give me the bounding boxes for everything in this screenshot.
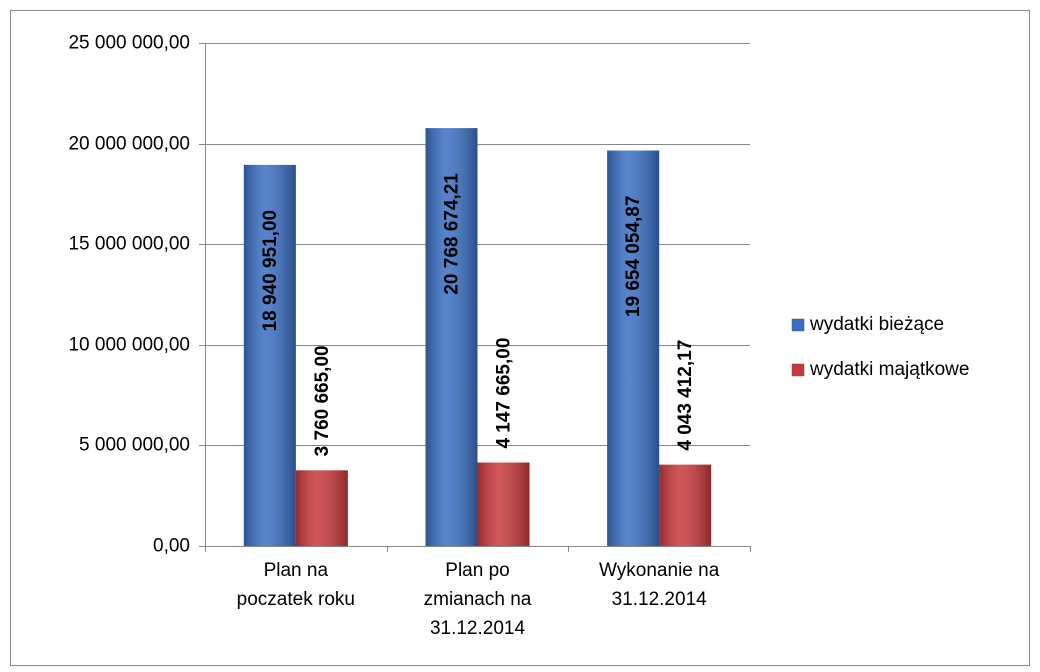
legend-swatch bbox=[791, 363, 805, 377]
y-tick-label: 10 000 000,00 bbox=[68, 335, 190, 356]
bar bbox=[425, 128, 478, 546]
chart-border bbox=[10, 10, 1030, 666]
bar-shine bbox=[243, 164, 296, 546]
bar-shine bbox=[295, 470, 348, 546]
bar bbox=[243, 164, 296, 546]
bar bbox=[477, 462, 530, 546]
value-label: 19 654 054,87 bbox=[623, 196, 644, 318]
y-tick-label: 15 000 000,00 bbox=[68, 234, 190, 255]
value-label: 18 940 951,00 bbox=[260, 210, 281, 332]
bar-shine bbox=[425, 128, 478, 546]
x-tick-label: Wykonanie na 31.12.2014 bbox=[599, 560, 720, 610]
x-tick-label: Plan na poczatek roku bbox=[236, 560, 355, 610]
bar-shine bbox=[659, 464, 712, 546]
x-tick-label: Plan po zmianach na 31.12.2014 bbox=[423, 560, 532, 639]
bar-shine bbox=[607, 150, 660, 546]
y-tick-label: 25 000 000,00 bbox=[68, 33, 190, 54]
legend-label: wydatki bieżące bbox=[809, 314, 944, 335]
value-label: 4 147 665,00 bbox=[494, 338, 515, 449]
y-tick-label: 0,00 bbox=[153, 536, 190, 557]
y-tick-label: 20 000 000,00 bbox=[68, 134, 190, 155]
value-label: 3 760 665,00 bbox=[312, 345, 333, 456]
legend-swatch bbox=[791, 318, 805, 332]
bar bbox=[295, 470, 348, 546]
value-label: 4 043 412,17 bbox=[675, 340, 696, 451]
legend-label: wydatki majątkowe bbox=[809, 359, 969, 380]
bar bbox=[659, 464, 712, 546]
y-tick-label: 5 000 000,00 bbox=[79, 435, 190, 456]
value-label: 20 768 674,21 bbox=[442, 173, 463, 295]
bar bbox=[607, 150, 660, 546]
bar-shine bbox=[477, 462, 530, 546]
